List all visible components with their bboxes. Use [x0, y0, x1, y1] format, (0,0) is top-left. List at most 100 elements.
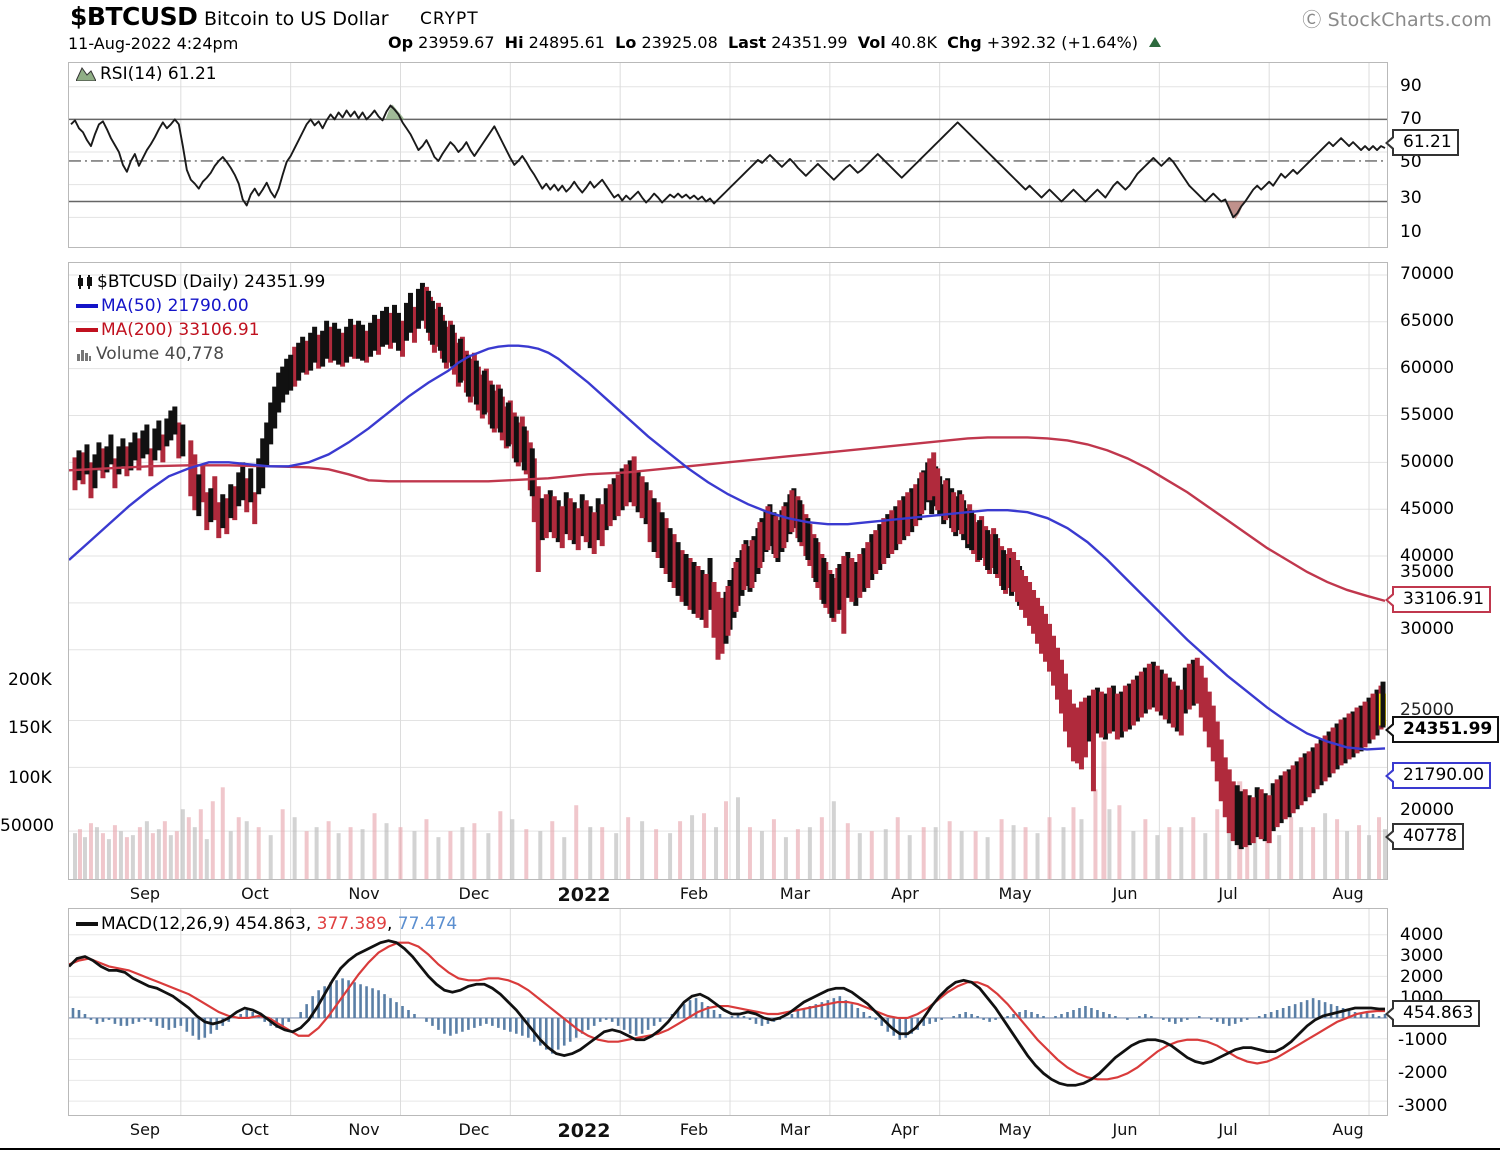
- price-ytick-60000: 60000: [1400, 358, 1455, 378]
- rsi-mountain-icon: [76, 66, 96, 81]
- open-value: 23959.67: [418, 33, 495, 52]
- volume-value: 40.8K: [890, 33, 937, 52]
- x-axis-label-oct: Oct: [241, 1120, 269, 1139]
- volume-bars: [72, 741, 1387, 879]
- x-axis-label-jun: Jun: [1112, 1120, 1138, 1139]
- x-axis-label-2022: 2022: [557, 884, 611, 906]
- price-candlesticks: [72, 282, 1387, 850]
- price-ytick-55000: 55000: [1400, 405, 1455, 425]
- rsi-ytick-90: 90: [1400, 76, 1422, 96]
- macd-ytick-2000: 2000: [1400, 967, 1444, 987]
- x-axis-label-sep: Sep: [129, 1120, 161, 1139]
- volume-bars-icon: [76, 348, 92, 361]
- macd-plot: [69, 909, 1387, 1115]
- x-axis-label-jul: Jul: [1218, 884, 1238, 903]
- ma200-swatch-icon: [76, 328, 98, 332]
- price-ytick-50000: 50000: [1400, 452, 1455, 472]
- x-axis-label-may: May: [998, 1120, 1032, 1139]
- volume-value-callout: 40778: [1385, 823, 1465, 850]
- low-value: 23925.08: [641, 33, 718, 52]
- rsi-value-callout: 61.21: [1385, 129, 1459, 156]
- ma200-line: [69, 436, 1386, 603]
- price-ytick-20000: 20000: [1400, 800, 1455, 820]
- price-ytick-70000: 70000: [1400, 264, 1455, 284]
- macd-legend-signal: 377.389: [316, 914, 387, 934]
- x-axis-label-apr: Apr: [891, 1120, 919, 1139]
- macd-legend: MACD(12,26,9) 454.863, 377.389, 77.474: [76, 914, 457, 934]
- price-panel: [68, 262, 1388, 880]
- x-axis-label-sep: Sep: [129, 884, 161, 903]
- x-axis-label-feb: Feb: [679, 884, 709, 903]
- rsi-plot: [69, 63, 1387, 247]
- bottom-rule: [0, 1148, 1500, 1150]
- price-ytick-45000: 45000: [1400, 499, 1455, 519]
- open-label: Op: [388, 33, 414, 52]
- macd-value-callout: 454.863: [1385, 1000, 1481, 1027]
- x-axis-label-apr: Apr: [891, 884, 919, 903]
- ma200-value-callout: 33106.91: [1385, 586, 1492, 613]
- x-axis-label-2022: 2022: [557, 1120, 611, 1142]
- stockcharts-watermark: Ⓒ StockCharts.com: [1302, 9, 1492, 31]
- candlestick-icon: [76, 275, 94, 289]
- macd-histogram: [71, 978, 1387, 1054]
- symbol-ticker: $BTCUSD: [70, 2, 198, 31]
- x-axis-label-mar: Mar: [779, 884, 811, 903]
- chart-header: $BTCUSD Bitcoin to US Dollar CRYPT 11-Au…: [0, 0, 1500, 56]
- macd-ytick-3000: 3000: [1400, 946, 1444, 966]
- rsi-ytick-50: 50: [1400, 152, 1422, 172]
- x-axis-label-mar: Mar: [779, 1120, 811, 1139]
- x-axis-label-aug: Aug: [1332, 884, 1364, 903]
- x-axis-label-may: May: [998, 884, 1032, 903]
- rsi-legend-label: RSI(14) 61.21: [100, 64, 217, 84]
- x-axis-label-jun: Jun: [1112, 884, 1138, 903]
- symbol-name: Bitcoin to US Dollar: [204, 8, 389, 30]
- volume-ytick-50000: 50000: [0, 816, 55, 836]
- change-label: Chg: [947, 33, 982, 52]
- ma50-swatch-icon: [76, 304, 98, 308]
- change-value: +392.32 (+1.64%): [986, 33, 1138, 52]
- price-ytick-25000: 25000: [1400, 700, 1455, 720]
- macd-ytick-neg2000: -2000: [1398, 1063, 1448, 1083]
- price-legend-symbol: $BTCUSD (Daily) 24351.99: [76, 272, 325, 292]
- volume-ytick-100k: 100K: [8, 768, 52, 788]
- last-value: 24351.99: [771, 33, 848, 52]
- x-axis-label-feb: Feb: [679, 1120, 709, 1139]
- volume-label: Vol: [857, 33, 886, 52]
- macd-ytick-neg1000: -1000: [1398, 1030, 1448, 1050]
- low-label: Lo: [615, 33, 637, 52]
- price-ytick-65000: 65000: [1400, 311, 1455, 331]
- price-ytick-35000-visible: 35000: [1400, 562, 1455, 582]
- high-label: Hi: [504, 33, 524, 52]
- rsi-legend: RSI(14) 61.21: [76, 64, 217, 84]
- copyright-icon: Ⓒ: [1302, 9, 1322, 31]
- macd-panel: [68, 908, 1388, 1116]
- macd-ytick-neg3000: -3000: [1398, 1096, 1448, 1116]
- macd-legend-main: MACD(12,26,9) 454.863: [101, 914, 306, 934]
- ma50-line: [69, 344, 1386, 751]
- change-up-arrow-icon: [1149, 37, 1162, 47]
- price-legend-volume: Volume 40,778: [76, 344, 224, 364]
- last-label: Last: [727, 33, 767, 52]
- price-legend-ma50: MA(50) 21790.00: [76, 296, 249, 316]
- x-axis-label-nov: Nov: [348, 884, 380, 903]
- rsi-ytick-30: 30: [1400, 188, 1422, 208]
- volume-ytick-200k: 200K: [8, 670, 52, 690]
- volume-ytick-150k: 150K: [8, 718, 52, 738]
- last-price-callout: 24351.99: [1385, 716, 1500, 743]
- quote-line: Op 23959.67 Hi 24895.61 Lo 23925.08 Last…: [388, 33, 1162, 52]
- price-legend-label: $BTCUSD (Daily) 24351.99: [97, 272, 326, 292]
- price-legend-ma200: MA(200) 33106.91: [76, 320, 260, 340]
- macd-legend-hist: 77.474: [397, 914, 458, 934]
- macd-swatch-icon: [76, 922, 98, 926]
- x-axis-label-oct: Oct: [241, 884, 269, 903]
- x-axis-label-dec: Dec: [458, 884, 490, 903]
- high-value: 24895.61: [528, 33, 605, 52]
- price-plot: [69, 263, 1387, 879]
- x-axis-label-aug: Aug: [1332, 1120, 1364, 1139]
- macd-ytick-4000: 4000: [1400, 925, 1444, 945]
- symbol-exchange: CRYPT: [420, 9, 479, 29]
- rsi-ytick-70: 70: [1400, 109, 1422, 129]
- rsi-ytick-10: 10: [1400, 222, 1422, 242]
- macd-line: [69, 939, 1386, 1087]
